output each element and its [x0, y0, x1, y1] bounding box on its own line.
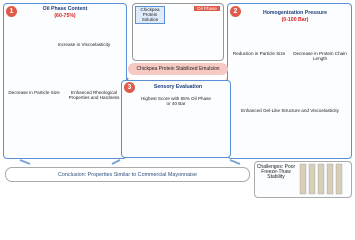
finding: Enhanced Gel-Like Structure and Viscoela… — [241, 108, 339, 113]
finding: Reduction in Particle Size — [232, 51, 286, 56]
panel-subtitle: (0-100 Bar) — [281, 17, 309, 23]
challenges: Challenges: Poor Freeze-Thaw Stability — [256, 164, 296, 181]
finding: Increase in Viscoelasticity — [57, 42, 111, 47]
ingredient: Chickpea Protein Solution — [135, 6, 165, 24]
step-number: 3 — [124, 82, 135, 93]
panel-title: Homogenization Pressure — [263, 10, 327, 16]
ingredient: Oil Phase — [194, 6, 220, 12]
finding: Decrease in Particle Size — [8, 90, 60, 95]
graphical-abstract: 1 Oil Phase Content (60-75%) Increase in… — [3, 3, 352, 198]
finding: Enhanced Rheological Properties and Hard… — [68, 90, 120, 101]
step-number: 2 — [230, 6, 241, 17]
panel-pressure — [227, 3, 352, 159]
panel-subtitle: (60-75%) — [54, 13, 76, 19]
finding: Highest Score with 65% Oil Phase or 40 B… — [141, 96, 211, 107]
step-number: 1 — [6, 6, 17, 17]
panel-title: Oil Phase Content — [42, 6, 88, 12]
panel-sensory — [121, 80, 231, 158]
emulsion-label: Chickpea Protein Stabilized Emulsion — [128, 63, 228, 75]
conclusion: Conclusion: Properties Similar to Commer… — [5, 167, 250, 182]
finding: Decrease in Protein Chain Length — [293, 51, 347, 62]
panel-oil — [3, 3, 127, 159]
panel-title: Sensory Evaluation — [153, 84, 203, 90]
